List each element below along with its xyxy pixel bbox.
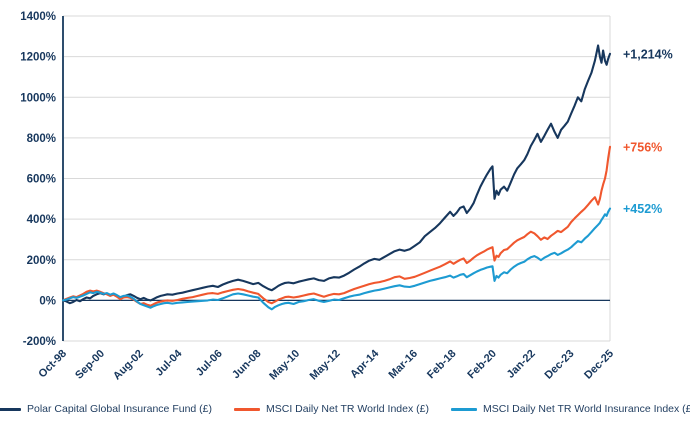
end-label-2: +452% bbox=[623, 202, 662, 216]
chart-plot-area: 1400% 1200% 1000% 800% 600% 400% 200% 0% -200%Oc… bbox=[20, 11, 673, 382]
y-tick-label: 400% bbox=[27, 214, 56, 226]
x-tick-label: Feb-18 bbox=[425, 348, 459, 382]
y-tick-label: 800% bbox=[27, 133, 56, 145]
y-tick-label: 600% bbox=[27, 174, 56, 186]
legend-label-world-index: MSCI Daily Net TR World Index (£) bbox=[266, 403, 429, 415]
y-tick-label: 200% bbox=[27, 255, 56, 267]
series-line-0 bbox=[61, 44, 612, 305]
series-line-1 bbox=[61, 145, 612, 307]
y-tick-label: -200% bbox=[23, 336, 56, 348]
x-tick-label: Apr-14 bbox=[348, 347, 382, 381]
insurance-index-line-swatch bbox=[451, 407, 477, 411]
y-tick-label: 0% bbox=[39, 295, 56, 307]
x-tick-label: Aug-02 bbox=[111, 348, 146, 383]
y-tick-label: 1000% bbox=[20, 92, 56, 104]
x-tick-label: Jan-22 bbox=[505, 348, 538, 381]
series-lines bbox=[61, 44, 612, 311]
x-tick-label: May-12 bbox=[308, 348, 343, 383]
y-axis-labels: 1400% 1200% 1000% 800% 600% 400% 200% 0% -200% bbox=[20, 11, 56, 348]
legend-label-insurance-index: MSCI Daily Net TR World Insurance Index … bbox=[483, 403, 690, 415]
x-tick-label: Dec-25 bbox=[582, 348, 616, 382]
world-index-line-swatch bbox=[234, 407, 260, 411]
chart-legend: Polar Capital Global Insurance Fund (£) … bbox=[0, 403, 690, 415]
x-tick-label: Feb-20 bbox=[465, 348, 499, 382]
x-tick-label: May-10 bbox=[267, 348, 302, 383]
x-tick-label: Sep-00 bbox=[73, 348, 107, 382]
x-tick-label: Dec-23 bbox=[543, 348, 577, 382]
end-label-0: +1,214% bbox=[623, 47, 673, 61]
x-tick-label: Oct-98 bbox=[36, 348, 69, 381]
series-end-labels: +1,214% +756% +452% bbox=[623, 47, 673, 216]
legend-item-fund: Polar Capital Global Insurance Fund (£) bbox=[0, 403, 212, 415]
legend-item-world-index: MSCI Daily Net TR World Index (£) bbox=[234, 403, 429, 415]
end-label-1: +756% bbox=[623, 140, 662, 154]
y-tick-label: 1200% bbox=[20, 52, 56, 64]
x-tick-label: Jun-08 bbox=[230, 348, 264, 382]
x-tick-label: Jul-06 bbox=[194, 348, 225, 379]
x-axis-labels: Oct-98 Sep-00 Aug-02 Jul-04 Jul-06 Jun-08 May-… bbox=[36, 347, 616, 382]
y-tick-label: 1400% bbox=[20, 11, 56, 23]
fund-line-swatch bbox=[0, 407, 21, 411]
x-tick-label: Jul-04 bbox=[153, 347, 185, 379]
legend-label-fund: Polar Capital Global Insurance Fund (£) bbox=[26, 403, 212, 415]
series-line-2 bbox=[61, 207, 612, 311]
legend-item-insurance-index: MSCI Daily Net TR World Insurance Index … bbox=[451, 403, 690, 415]
x-tick-label: Mar-16 bbox=[386, 348, 420, 382]
gridlines bbox=[63, 15, 610, 342]
